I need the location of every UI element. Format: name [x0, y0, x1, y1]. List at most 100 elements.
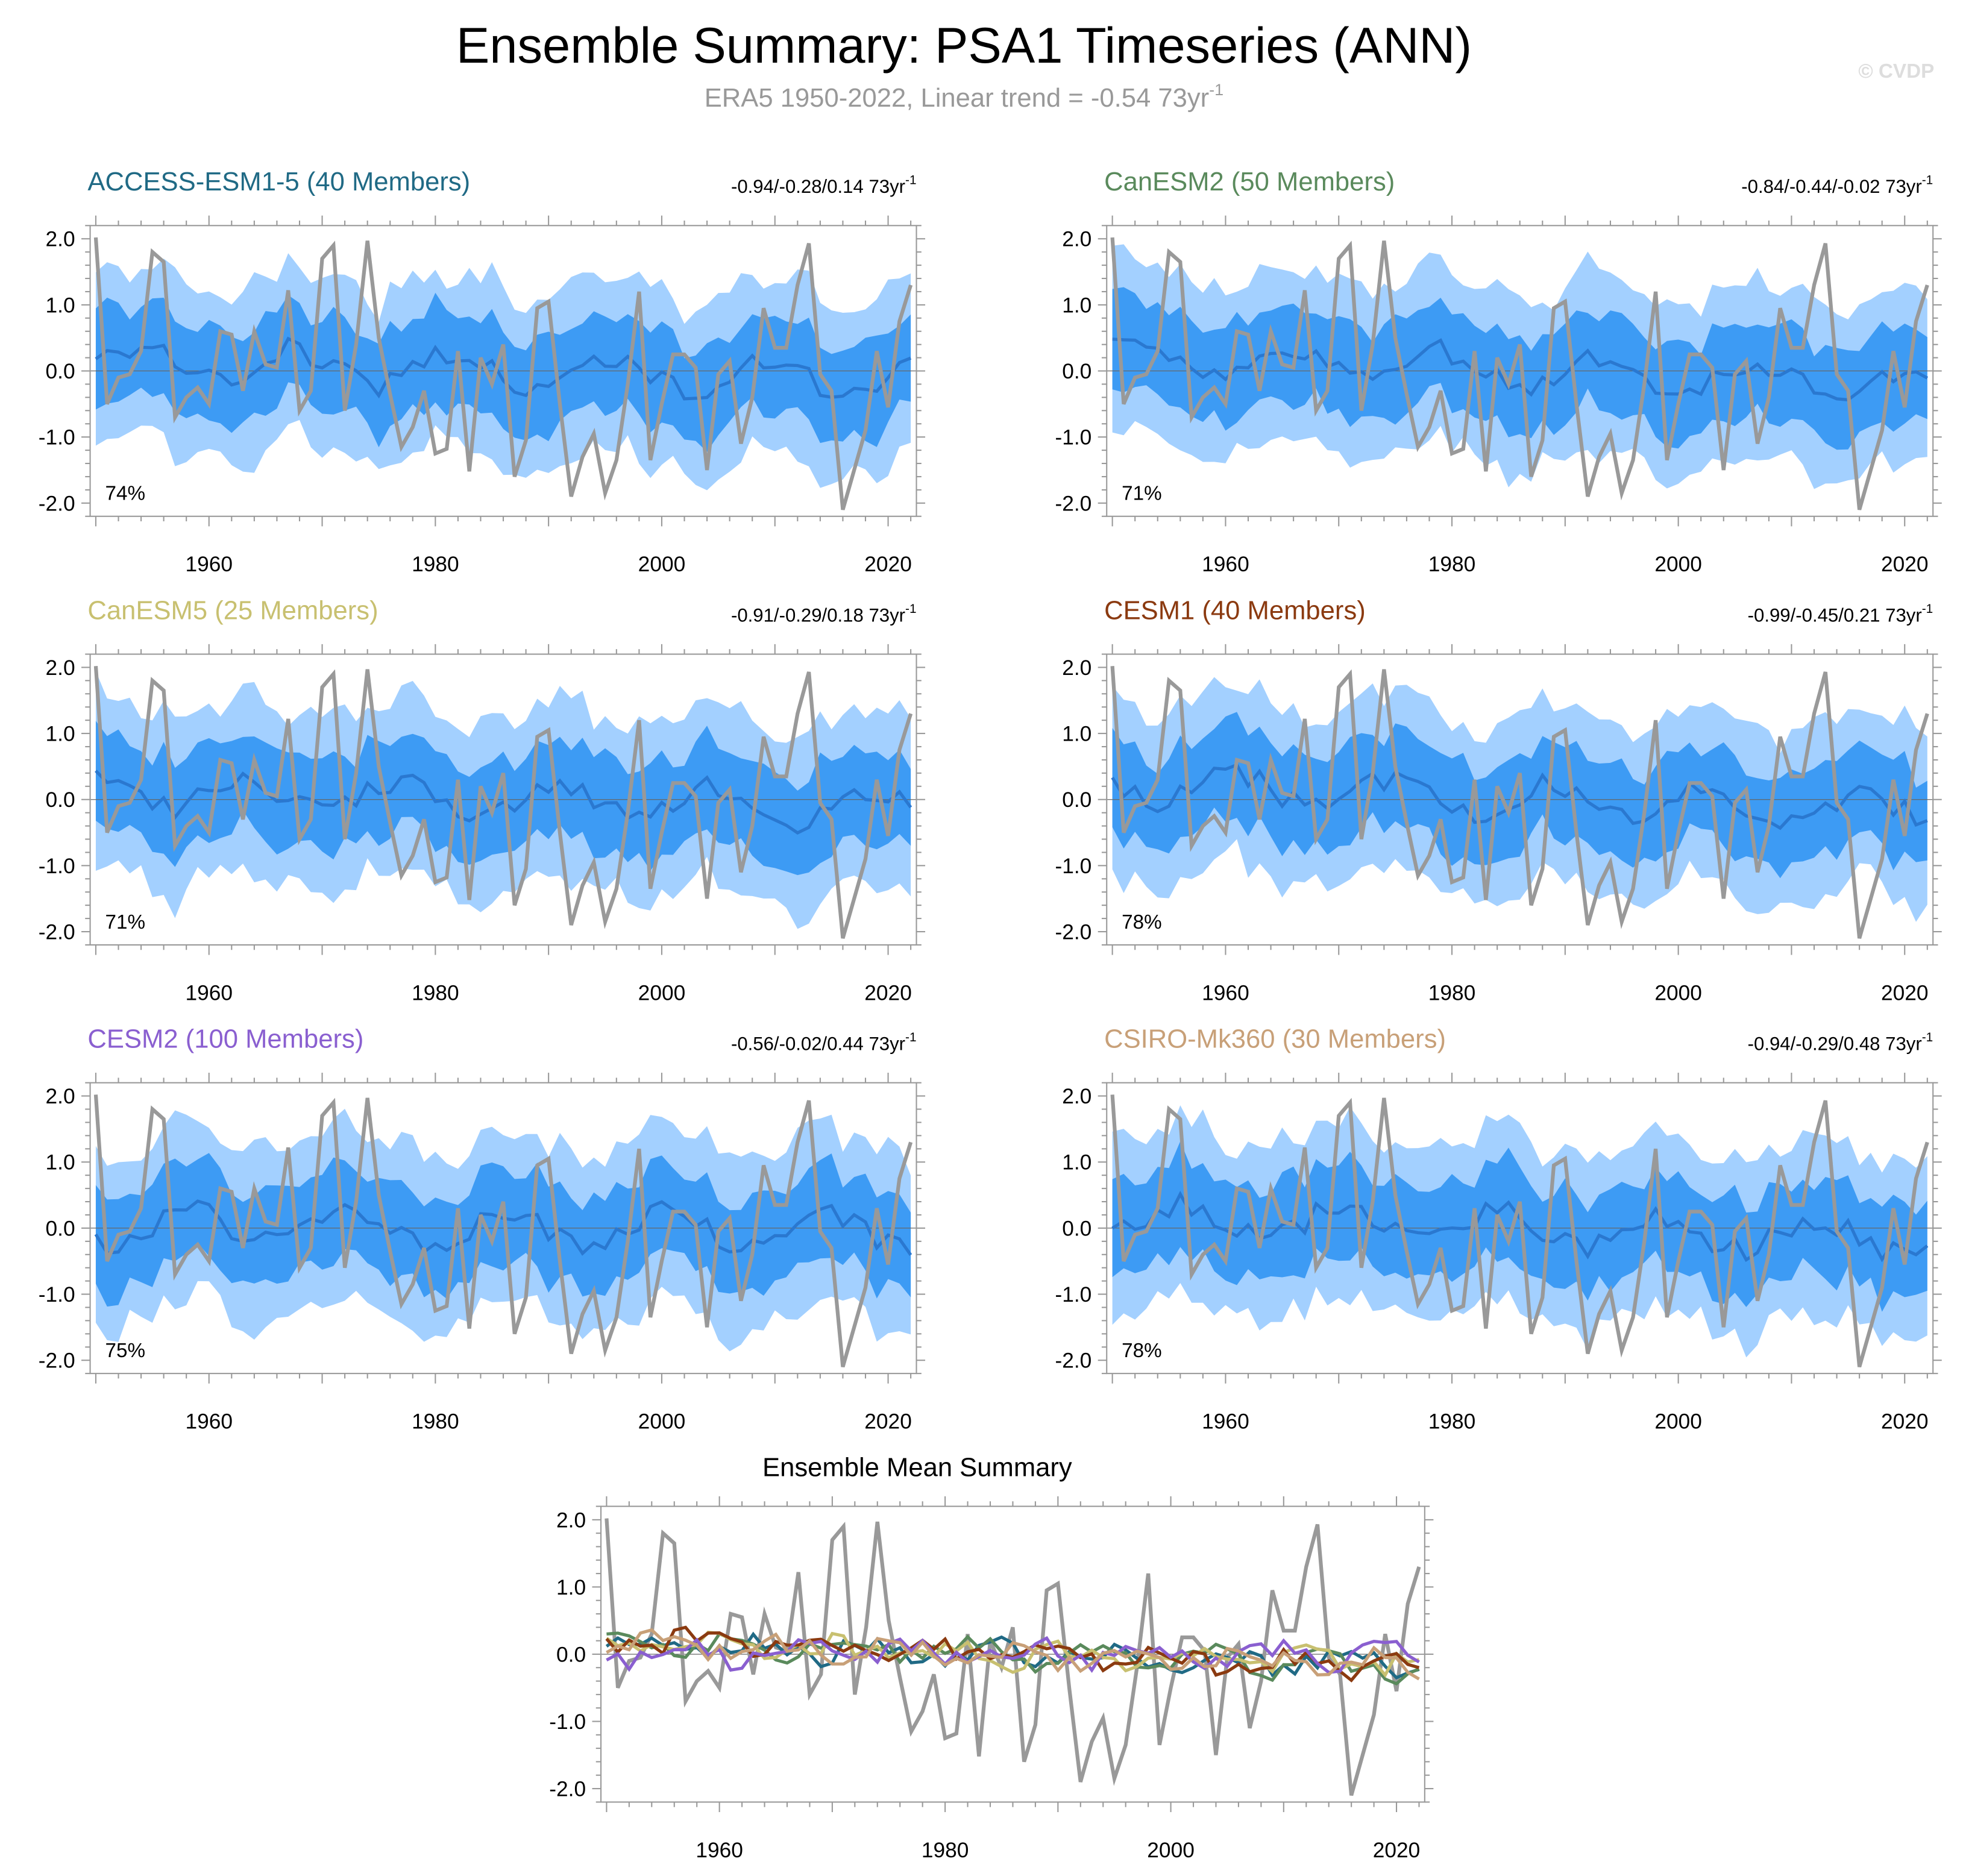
- y-tick-label: 0.0: [46, 360, 75, 383]
- model-mean-line-CESM2: [606, 1636, 1420, 1674]
- x-tick-label: 2000: [638, 1410, 686, 1434]
- trend-label-exponent: -1: [1922, 1031, 1933, 1044]
- trend-label: -0.99/-0.45/0.21 73yr-1: [1748, 602, 1933, 626]
- trend-label-exponent: -1: [905, 174, 916, 187]
- trend-label: -0.56/-0.02/0.44 73yr-1: [731, 1031, 917, 1055]
- x-tick-label: 2000: [1654, 1410, 1702, 1434]
- x-tick-label: 1980: [1428, 981, 1476, 1005]
- panel-title: Ensemble Mean Summary: [762, 1453, 1072, 1482]
- x-tick-label: 2020: [864, 981, 912, 1005]
- y-tick-label: -1.0: [39, 1283, 75, 1307]
- panel-title: ACCESS-ESM1-5 (40 Members): [87, 167, 470, 196]
- x-tick-label: 2020: [864, 553, 912, 576]
- chart-panel-CESM1: -2.0 -1.0 0.0 1.0 2.0 1960 1980 2000 2020 CESM1 (…: [1055, 595, 1942, 1005]
- y-tick-label: 0.0: [556, 1643, 586, 1666]
- x-tick-label: 2020: [1373, 1839, 1421, 1862]
- chart-panel-CanESM5: -2.0 -1.0 0.0 1.0 2.0 1960 1980 2000 2020 CanESM5…: [39, 595, 926, 1005]
- y-tick-label: 1.0: [46, 1151, 75, 1175]
- x-tick-label: 2020: [1881, 1410, 1929, 1434]
- y-tick-label: 0.0: [1062, 1217, 1091, 1240]
- subtitle-exponent: -1: [1209, 81, 1223, 99]
- y-tick-label: 2.0: [1062, 228, 1091, 251]
- model-mean-line-CSIRO-Mk360: [606, 1628, 1420, 1681]
- x-tick-label: 2000: [1654, 981, 1702, 1005]
- spread-band-inner: [95, 1153, 911, 1307]
- y-tick-label: -2.0: [1055, 920, 1091, 944]
- y-tick-label: 1.0: [46, 293, 75, 317]
- panel-title: CESM1 (40 Members): [1104, 595, 1366, 625]
- y-tick-label: -1.0: [1055, 855, 1091, 878]
- x-tick-label: 1960: [185, 981, 233, 1005]
- x-tick-label: 1980: [412, 981, 459, 1005]
- spread-band-inner: [1112, 287, 1927, 450]
- x-tick-label: 2000: [1654, 553, 1702, 576]
- x-tick-label: 1980: [922, 1839, 969, 1862]
- trend-label-exponent: -1: [1922, 602, 1933, 616]
- x-tick-label: 1960: [696, 1839, 743, 1862]
- observed-line: [93, 1094, 913, 1368]
- y-tick-label: 2.0: [556, 1508, 586, 1532]
- trend-label-exponent: -1: [1922, 174, 1933, 187]
- trend-label-exponent: -1: [905, 1031, 916, 1044]
- x-tick-label: 1980: [412, 1410, 459, 1434]
- trend-label-text: -0.99/-0.45/0.21 73yr: [1748, 604, 1922, 626]
- y-tick-label: -2.0: [1055, 1349, 1091, 1373]
- trend-label-text: -0.94/-0.29/0.48 73yr: [1748, 1034, 1922, 1055]
- percent-label: 74%: [105, 483, 145, 505]
- x-tick-label: 2020: [1881, 553, 1929, 576]
- percent-label: 71%: [105, 911, 145, 933]
- x-tick-label: 2000: [638, 981, 686, 1005]
- trend-label-text: -0.91/-0.29/0.18 73yr: [731, 604, 905, 626]
- x-tick-label: 2020: [1881, 981, 1929, 1005]
- y-tick-label: 2.0: [46, 228, 75, 251]
- trend-label-exponent: -1: [905, 602, 916, 616]
- spread-band-inner: [1112, 1141, 1927, 1312]
- watermark: © CVDP: [1858, 60, 1934, 83]
- subtitle-text: ERA5 1950-2022, Linear trend = -0.54 73y…: [705, 83, 1209, 113]
- trend-label: -0.91/-0.29/0.18 73yr-1: [731, 602, 917, 626]
- x-tick-label: 1980: [412, 553, 459, 576]
- y-tick-label: 2.0: [1062, 656, 1091, 680]
- y-tick-label: -2.0: [549, 1777, 586, 1801]
- observed-line: [605, 1518, 1421, 1796]
- x-tick-label: 1960: [1202, 1410, 1249, 1434]
- y-tick-label: 0.0: [46, 788, 75, 812]
- x-tick-label: 1960: [185, 553, 233, 576]
- figure-subtitle: ERA5 1950-2022, Linear trend = -0.54 73y…: [705, 81, 1223, 113]
- observed-line: [1110, 666, 1929, 939]
- y-tick-label: -2.0: [39, 492, 75, 515]
- y-tick-label: -2.0: [1055, 492, 1091, 515]
- x-tick-label: 2000: [638, 553, 686, 576]
- x-tick-label: 2000: [1147, 1839, 1195, 1862]
- y-tick-label: -2.0: [39, 920, 75, 944]
- y-tick-label: 1.0: [556, 1576, 586, 1599]
- chart-panel-CSIRO-Mk360: -2.0 -1.0 0.0 1.0 2.0 1960 1980 2000 2020 CSIRO-M…: [1055, 1024, 1942, 1434]
- ensemble-mean-line: [95, 770, 912, 835]
- observed-line: [1110, 1094, 1929, 1368]
- percent-label: 78%: [1122, 1340, 1162, 1362]
- y-tick-label: -1.0: [549, 1710, 586, 1734]
- panel-title: CanESM2 (50 Members): [1104, 167, 1395, 196]
- x-tick-label: 1960: [185, 1410, 233, 1434]
- x-tick-label: 1980: [1428, 553, 1476, 576]
- x-tick-label: 1960: [1202, 981, 1249, 1005]
- y-tick-label: 0.0: [46, 1217, 75, 1240]
- percent-label: 71%: [1122, 483, 1162, 505]
- y-tick-label: 0.0: [1062, 788, 1091, 812]
- trend-label-text: -0.94/-0.28/0.14 73yr: [731, 176, 905, 197]
- panel-title: CSIRO-Mk360 (30 Members): [1104, 1024, 1446, 1053]
- chart-panel-CanESM2: -2.0 -1.0 0.0 1.0 2.0 1960 1980 2000 2020 CanESM2…: [1055, 167, 1942, 576]
- percent-label: 75%: [105, 1340, 145, 1362]
- x-tick-label: 1960: [1202, 553, 1249, 576]
- trend-label-text: -0.56/-0.02/0.44 73yr: [731, 1034, 905, 1055]
- y-tick-label: 1.0: [1062, 723, 1091, 746]
- panel-title: CanESM5 (25 Members): [87, 595, 378, 625]
- observed-line: [93, 666, 913, 939]
- y-tick-label: 2.0: [1062, 1085, 1091, 1108]
- trend-label: -0.94/-0.28/0.14 73yr-1: [731, 174, 917, 198]
- observed-line: [93, 237, 913, 510]
- x-tick-label: 2020: [864, 1410, 912, 1434]
- chart-panel-ACCESS-ESM1-5: -2.0 -1.0 0.0 1.0 2.0 1960 1980 2000 2020 ACCESS-…: [39, 167, 926, 576]
- ensemble-mean-line: [1112, 337, 1929, 402]
